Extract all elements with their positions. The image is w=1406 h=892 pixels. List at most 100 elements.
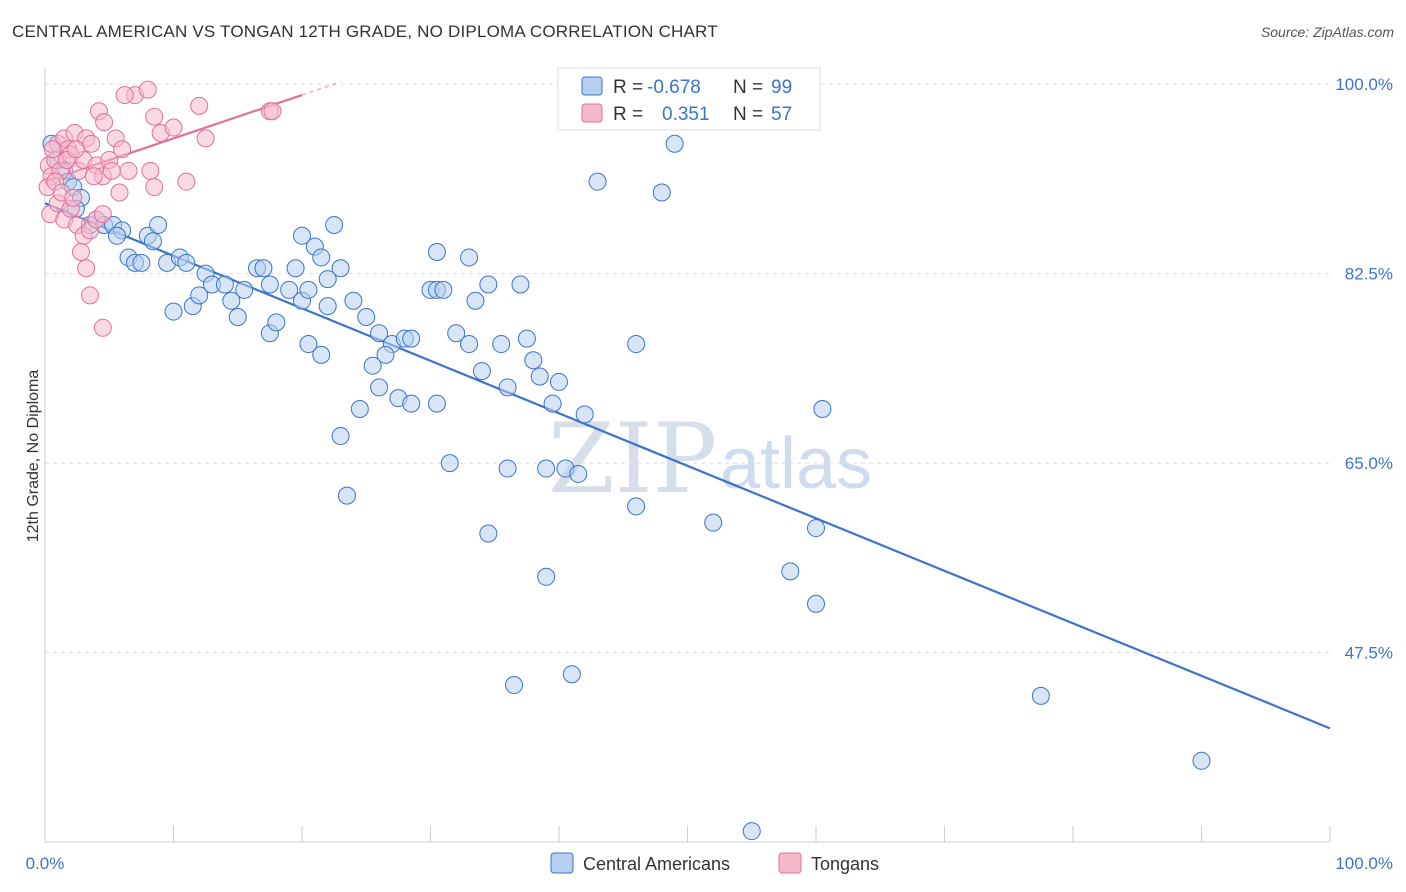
point-central-americans-47	[312, 345, 331, 364]
y-tick-label-1: 82.5%	[1345, 265, 1393, 284]
point-central-americans-99	[813, 399, 832, 418]
point-central-americans-75	[331, 427, 350, 446]
point-tongans-56	[84, 167, 103, 186]
point-central-americans-81	[427, 394, 446, 413]
point-central-americans-43	[228, 307, 247, 326]
point-central-americans-34	[312, 248, 331, 267]
chart-title: CENTRAL AMERICAN VS TONGAN 12TH GRADE, N…	[12, 22, 718, 41]
point-tongans-25	[196, 129, 215, 148]
point-tongans-40	[80, 286, 99, 305]
point-tongans-46	[43, 140, 62, 159]
legend-swatch-pink	[581, 103, 603, 123]
point-tongans-41	[93, 318, 112, 337]
point-tongans-38	[71, 243, 90, 262]
point-tongans-21	[145, 107, 164, 126]
point-central-americans-35	[318, 270, 337, 289]
point-central-americans-95	[627, 335, 646, 354]
point-tongans-39	[77, 259, 96, 278]
point-central-americans-90	[505, 676, 524, 695]
point-central-americans-37	[293, 226, 311, 245]
bottom-legend-label-blue: Central Americans	[583, 854, 730, 874]
point-central-americans-31	[299, 280, 318, 299]
point-central-americans-46	[299, 335, 318, 354]
trend-line-blue	[44, 202, 1331, 730]
point-central-americans-41	[190, 286, 209, 305]
point-central-americans-61	[460, 335, 479, 354]
point-central-americans-39	[164, 302, 183, 321]
point-central-americans-59	[434, 280, 453, 299]
point-central-americans-14	[143, 232, 162, 251]
bottom-legend-swatch-blue	[550, 852, 574, 874]
legend-n-label-1: N =	[733, 77, 763, 98]
y-tick-label-0: 100.0%	[1335, 75, 1393, 94]
x-tick-label-1: 100.0%	[1335, 854, 1393, 873]
point-tongans-54	[263, 102, 282, 121]
point-central-americans-25	[235, 280, 254, 299]
source-label: Source: ZipAtlas.com	[1260, 24, 1394, 40]
point-central-americans-70	[530, 367, 549, 386]
point-central-americans-100	[807, 594, 825, 613]
point-tongans-20	[138, 80, 157, 99]
grid-lines	[45, 83, 1330, 654]
point-central-americans-42	[222, 291, 241, 310]
point-central-americans-18	[132, 253, 151, 272]
point-central-americans-15	[149, 215, 168, 234]
point-central-americans-50	[357, 307, 376, 326]
point-central-americans-101	[1031, 686, 1050, 705]
legend-n-value-1: 99	[771, 77, 792, 98]
point-central-americans-78	[370, 378, 389, 397]
trend-line-central-americans	[44, 202, 1331, 730]
point-tongans-45	[64, 188, 83, 207]
legend-r-value-1: -0.678	[647, 77, 701, 98]
point-central-americans-83	[479, 524, 498, 543]
point-central-americans-96	[704, 513, 723, 532]
point-central-americans-63	[466, 291, 485, 310]
point-central-americans-73	[460, 248, 479, 267]
legend-r-value-2: 0.351	[662, 104, 710, 125]
point-central-americans-51	[370, 324, 389, 343]
point-central-americans-66	[498, 378, 517, 397]
point-central-americans-62	[472, 362, 491, 381]
point-tongans-24	[177, 172, 196, 191]
point-central-americans-71	[543, 394, 562, 413]
point-central-americans-12	[107, 226, 126, 245]
point-central-americans-27	[254, 259, 273, 278]
point-central-americans-48	[318, 297, 337, 316]
point-central-americans-32	[286, 259, 305, 278]
point-central-americans-24	[215, 275, 234, 294]
point-tongans-48	[66, 140, 85, 159]
point-central-americans-49	[344, 291, 363, 310]
point-central-americans-91	[537, 567, 556, 586]
watermark-zip: ZIP	[548, 403, 717, 515]
point-central-americans-60	[447, 324, 466, 343]
legend-n-label-2: N =	[733, 104, 763, 125]
point-tongans-52	[190, 96, 209, 115]
point-central-americans-92	[562, 665, 581, 684]
watermark-atlas: atlas	[720, 424, 872, 504]
point-central-americans-93	[652, 183, 671, 202]
series-legend: Central Americans Tongans	[550, 852, 879, 874]
point-tongans-27	[95, 113, 114, 132]
correlation-legend: R = -0.678 N = 99 R = 0.351 N = 57	[557, 67, 821, 131]
point-tongans-37	[93, 205, 112, 224]
point-tongans-49	[102, 161, 121, 180]
axes	[44, 68, 1331, 843]
points-central-americans	[42, 134, 1211, 841]
point-central-americans-94	[588, 172, 607, 191]
point-central-americans-65	[492, 335, 511, 354]
point-central-americans-89	[627, 497, 646, 516]
y-tick-label-3: 47.5%	[1345, 644, 1393, 663]
point-central-americans-36	[331, 259, 350, 278]
point-central-americans-104	[665, 134, 684, 153]
point-central-americans-64	[479, 275, 498, 294]
point-tongans-51	[145, 178, 164, 197]
point-central-americans-88	[575, 405, 594, 424]
point-central-americans-84	[498, 459, 517, 478]
point-central-americans-38	[325, 215, 344, 234]
bottom-legend-label-pink: Tongans	[811, 854, 879, 874]
point-central-americans-56	[402, 329, 421, 348]
point-central-americans-45	[267, 313, 286, 332]
point-central-americans-97	[781, 562, 800, 581]
point-tongans-55	[110, 183, 129, 202]
point-central-americans-55	[363, 356, 382, 375]
